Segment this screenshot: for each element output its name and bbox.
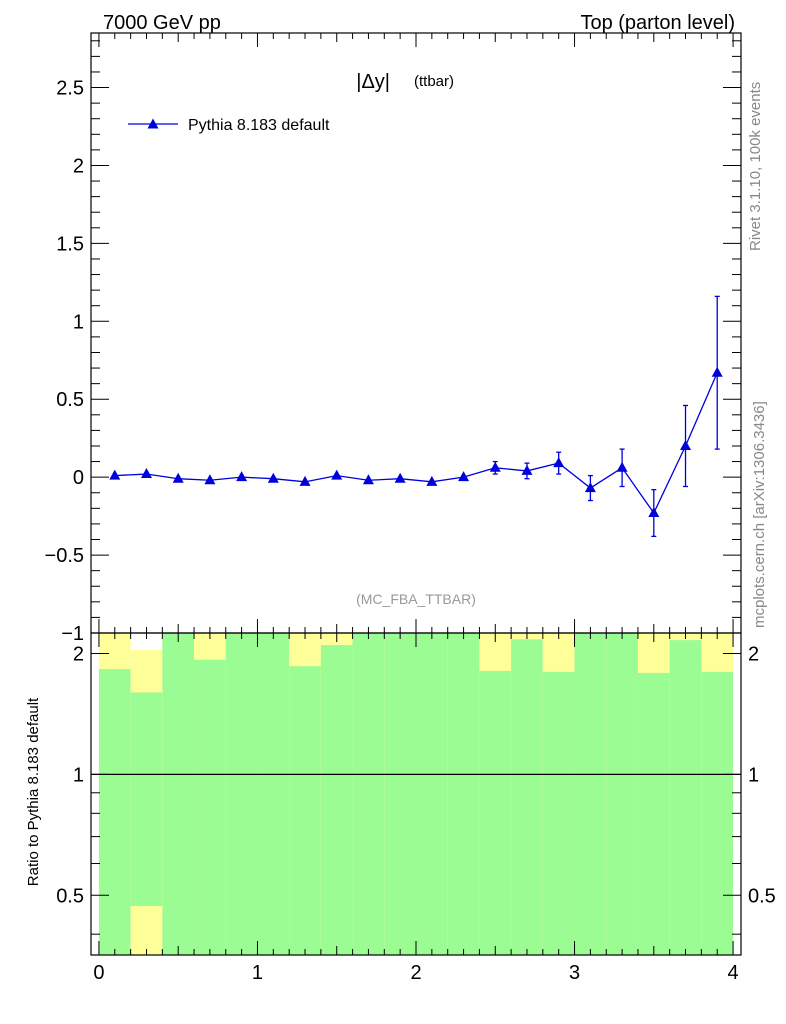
ratio-green-band [384, 633, 416, 955]
y-tick-label: −1 [61, 623, 84, 645]
x-tick-label: 3 [569, 962, 580, 984]
data-point [616, 461, 628, 472]
header-right-label: Top (parton level) [580, 12, 735, 34]
ratio-green-band [98, 669, 131, 955]
rivet-version-label: Rivet 3.1.10, 100k events [747, 82, 764, 251]
y-tick-label: 2 [73, 155, 84, 177]
y-tick-label: 0 [73, 467, 84, 489]
data-point [331, 469, 343, 480]
ratio-bands [98, 633, 734, 955]
ratio-green-band [416, 633, 448, 955]
y-tick-label: −0.5 [45, 545, 84, 567]
data-point [362, 474, 374, 485]
ratio-y-tick-label-right: 0.5 [748, 885, 776, 907]
y-tick-label: 0.5 [56, 389, 84, 411]
ratio-green-band [320, 645, 353, 955]
data-point [458, 471, 470, 482]
data-point [711, 366, 723, 377]
x-tick-label: 4 [728, 962, 739, 984]
y-tick-label: 1 [73, 311, 84, 333]
axes: 0 1 2 3 4 −1 −0.5 0 0.5 1 1.5 2 2.5 0.5 0.5 1 1 2 2 [45, 32, 776, 984]
main-series [109, 295, 723, 538]
ratio-green-band [225, 633, 258, 955]
data-point [109, 469, 121, 480]
ratio-green-band [447, 633, 480, 955]
ratio-y-tick-label: 1 [73, 764, 84, 786]
ratio-green-band [257, 633, 290, 955]
ratio-green-band [669, 640, 702, 955]
data-point [553, 457, 565, 468]
data-point [426, 475, 438, 486]
legend: Pythia 8.183 default [128, 117, 330, 134]
x-tick-label: 2 [410, 962, 421, 984]
data-point [648, 507, 660, 517]
data-point [299, 475, 311, 486]
data-point [204, 474, 216, 485]
plot-title-sub: (ttbar) [414, 73, 454, 90]
data-point [140, 468, 152, 479]
ratio-green-band [637, 672, 670, 955]
data-point [584, 482, 596, 493]
ratio-green-band [542, 671, 575, 955]
ratio-green-band [511, 639, 543, 955]
ratio-y-axis-label: Ratio to Pythia 8.183 default [25, 697, 42, 886]
y-tick-label: 1.5 [56, 233, 84, 255]
x-tick-label: 1 [252, 962, 263, 984]
ratio-green-band [289, 666, 321, 955]
ratio-green-band [194, 659, 226, 955]
ratio-y-tick-label: 0.5 [56, 885, 84, 907]
data-point [236, 471, 248, 482]
series-line [114, 372, 718, 515]
ratio-green-band [479, 670, 512, 955]
header-left-label: 7000 GeV pp [103, 12, 221, 34]
data-point [172, 472, 184, 483]
ratio-y-tick-label-right: 2 [748, 644, 759, 666]
ratio-green-band [574, 633, 607, 955]
legend-marker [147, 118, 159, 129]
ratio-y-tick-label-right: 1 [748, 764, 759, 786]
ratio-green-band [606, 633, 638, 955]
ratio-green-band [701, 671, 734, 955]
plot-title-main: |Δy| [356, 71, 390, 93]
mcplots-reference-label: mcplots.cern.ch [arXiv:1306.3436] [751, 401, 768, 628]
ratio-green-band [130, 692, 163, 907]
analysis-watermark: (MC_FBA_TTBAR) [356, 591, 476, 607]
ratio-green-band [162, 633, 195, 955]
data-point [394, 472, 406, 483]
data-point [489, 461, 501, 472]
data-point [680, 439, 692, 450]
legend-label: Pythia 8.183 default [188, 117, 330, 134]
data-point [267, 472, 279, 483]
y-tick-label: 2.5 [56, 78, 84, 100]
ratio-y-tick-label: 2 [73, 644, 84, 666]
ratio-green-band [352, 633, 385, 955]
data-point [521, 464, 533, 475]
x-tick-label: 0 [93, 962, 104, 984]
